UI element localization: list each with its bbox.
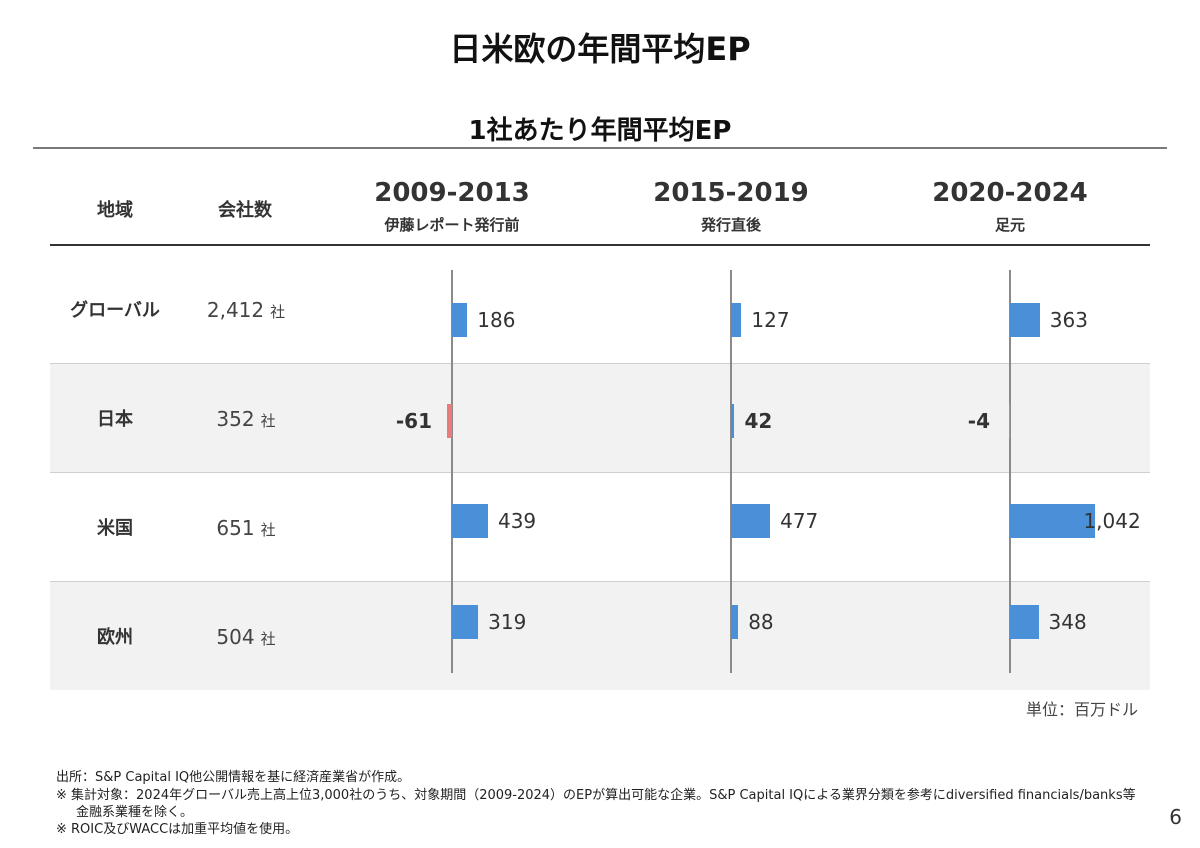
company-count-value: 2,412 (206, 298, 265, 322)
value-label: 42 (744, 409, 773, 433)
row-background (50, 363, 1150, 472)
bar (731, 504, 771, 538)
value-label: 186 (477, 308, 516, 332)
company-count-value: 651 (216, 516, 255, 540)
period-label: 2009-2013 (374, 178, 530, 208)
row-background (50, 581, 1150, 690)
bar (1009, 404, 1010, 438)
row-separator (50, 581, 1150, 582)
value-label: 319 (488, 610, 527, 634)
bar (1010, 303, 1040, 337)
region-label: 欧州 (97, 627, 133, 648)
bar (452, 605, 479, 639)
value-label: 348 (1048, 610, 1087, 634)
region-label: グローバル (70, 300, 160, 321)
bar (731, 404, 735, 438)
company-count-unit: 社 (260, 412, 276, 430)
period-note: 足元 (994, 216, 1025, 234)
footnote-scope: ※ 集計対象：2024年グローバル売上高上位3,000社のうち、対象期間（200… (56, 788, 1136, 803)
company-count: 504 社 (176, 625, 316, 649)
region-label: 米国 (97, 518, 133, 539)
period-label: 2020-2024 (932, 178, 1088, 208)
value-label: 363 (1049, 308, 1088, 332)
value-label: -61 (395, 409, 432, 433)
company-count-value: 504 (216, 625, 255, 649)
page-title: 日米欧の年間平均EP (449, 30, 751, 68)
bar (1010, 504, 1096, 538)
company-count-column-header: 会社数 (218, 200, 272, 221)
chart-subtitle: 1社あたり年間平均EP (468, 116, 732, 146)
company-count-unit: 社 (260, 630, 276, 648)
header-divider (50, 244, 1150, 246)
period-label: 2015-2019 (653, 178, 809, 208)
company-count-unit: 社 (270, 303, 286, 321)
value-label: -4 (967, 409, 990, 433)
zero-axis (1009, 270, 1011, 673)
zero-axis (451, 270, 453, 673)
unit-note: 単位：百万ドル (1025, 700, 1138, 719)
bar (1010, 605, 1039, 639)
zero-axis (730, 270, 732, 673)
value-label: 1,042 (1083, 509, 1141, 533)
footnote-roic: ※ ROIC及びWACCは加重平均値を使用。 (56, 822, 299, 837)
footnote-scope-continued: 金融系業種を除く。 (76, 805, 194, 820)
region-column-header: 地域 (97, 200, 133, 221)
bar (452, 504, 488, 538)
company-count: 651 社 (176, 516, 316, 540)
value-label: 477 (780, 509, 819, 533)
company-count-value: 352 (216, 407, 255, 431)
period-note: 発行直後 (700, 216, 761, 234)
company-count: 2,412 社 (176, 298, 316, 322)
bar (446, 404, 452, 438)
page-number: 6 (1169, 805, 1182, 829)
footnote-source: 出所：S&P Capital IQ他公開情報を基に経済産業省が作成。 (56, 770, 411, 785)
company-count: 352 社 (176, 407, 316, 431)
company-count-unit: 社 (260, 521, 276, 539)
bar (452, 303, 468, 337)
period-note: 伊藤レポート発行前 (384, 216, 520, 234)
value-label: 439 (497, 509, 537, 533)
value-label: 88 (748, 610, 774, 634)
value-label: 127 (751, 308, 790, 332)
row-separator (50, 472, 1150, 473)
row-separator (50, 363, 1150, 364)
region-label: 日本 (97, 409, 133, 430)
bar (731, 605, 739, 639)
bar (731, 303, 742, 337)
top-divider (33, 147, 1167, 149)
